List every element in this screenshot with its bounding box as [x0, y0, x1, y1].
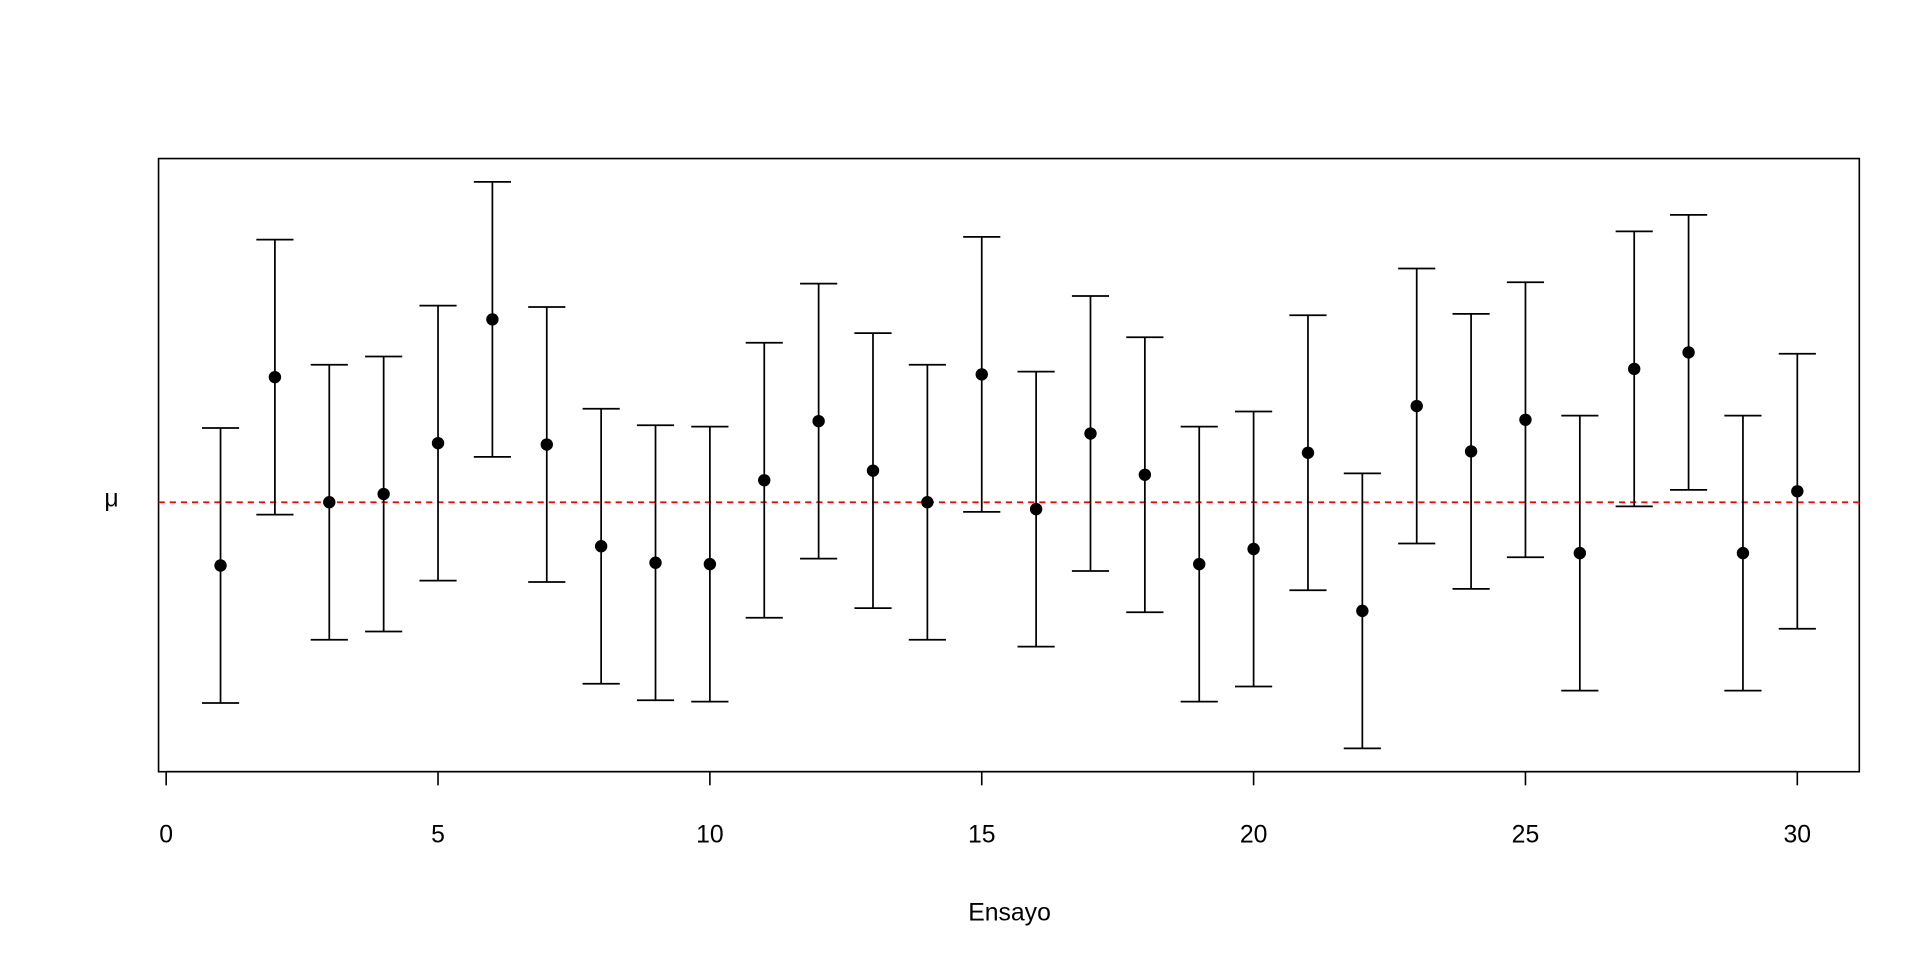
mean-point	[1084, 427, 1097, 440]
error-bar-30	[1778, 352, 1816, 630]
mean-point	[540, 438, 553, 451]
x-tick-label: 10	[696, 821, 724, 848]
error-bar-5	[419, 304, 457, 582]
error-bar-8	[582, 407, 620, 685]
mean-point	[268, 370, 282, 384]
plot-frame	[157, 157, 1861, 773]
mean-point	[1193, 557, 1206, 571]
mean-point	[649, 556, 662, 569]
error-bars	[201, 181, 1816, 750]
error-bar-1	[201, 427, 240, 704]
mean-point	[975, 368, 988, 381]
mean-point	[594, 540, 608, 553]
mean-point	[1573, 546, 1587, 560]
mean-point	[431, 436, 445, 450]
mean-point	[1029, 502, 1043, 516]
mean-point	[1736, 546, 1750, 560]
mean-point	[703, 557, 717, 571]
mean-point	[1301, 446, 1315, 459]
mean-point	[486, 313, 499, 326]
mean-point	[1464, 445, 1478, 458]
error-bar-28	[1669, 214, 1708, 491]
error-bar-11	[745, 341, 783, 619]
mean-point	[1791, 485, 1804, 498]
error-bar-23	[1398, 267, 1436, 545]
x-tick-label: 20	[1240, 821, 1268, 848]
error-bar-12	[800, 282, 838, 560]
mean-point	[1410, 399, 1423, 413]
error-bar-21	[1289, 314, 1327, 592]
error-bar-17	[1071, 295, 1110, 572]
error-bar-6	[473, 181, 511, 458]
error-bar-10	[691, 425, 729, 703]
x-tick-label: 30	[1784, 821, 1812, 848]
x-tick-label: 25	[1512, 821, 1540, 848]
mean-point	[1247, 542, 1260, 556]
mean-point	[1628, 362, 1641, 376]
error-bar-26	[1561, 414, 1599, 692]
x-tick-label: 15	[968, 821, 996, 848]
error-bar-29	[1724, 414, 1762, 692]
mean-point	[377, 487, 390, 501]
error-bar-19	[1180, 425, 1218, 703]
mean-point	[1519, 413, 1532, 426]
mean-point	[1682, 346, 1695, 359]
mean-point	[921, 496, 934, 509]
mean-point	[866, 464, 880, 477]
error-bar-16	[1017, 370, 1055, 648]
error-bar-24	[1452, 313, 1490, 590]
error-bar-25	[1506, 281, 1545, 559]
error-bar-27	[1615, 230, 1653, 508]
mean-point	[214, 559, 227, 572]
mean-point	[812, 414, 825, 428]
x-tick-label: 0	[159, 821, 173, 848]
error-bar-7	[528, 306, 566, 583]
error-bar-2	[256, 238, 294, 516]
mean-point	[758, 474, 771, 487]
error-bar-9	[636, 424, 675, 702]
mean-point	[323, 496, 336, 509]
error-bar-15	[963, 236, 1001, 513]
error-bar-18	[1126, 336, 1164, 614]
error-bar-4	[365, 355, 403, 633]
error-bar-13	[854, 332, 892, 609]
x-axis: 0 5 10 15 20 25 30	[159, 770, 1812, 848]
error-bar-20	[1235, 410, 1273, 688]
error-bar-14	[908, 363, 946, 641]
x-tick-label: 5	[431, 821, 445, 848]
error-bar-3	[310, 363, 348, 641]
mean-point	[1356, 604, 1369, 618]
x-axis-label: Ensayo	[968, 899, 1051, 926]
error-bar-22	[1343, 472, 1381, 750]
mean-point	[1138, 468, 1152, 481]
mu-label: μ	[104, 485, 118, 512]
